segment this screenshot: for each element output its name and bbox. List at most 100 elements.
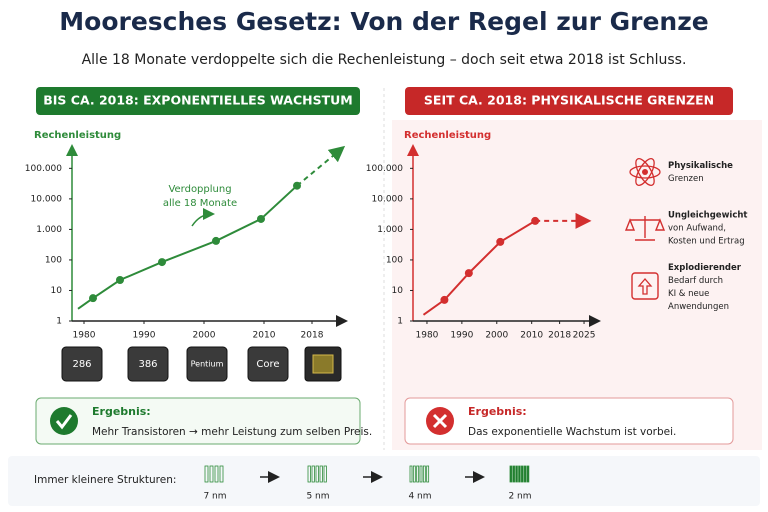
structure-icon (419, 465, 423, 483)
structure-icon (319, 465, 323, 483)
y-axis-label: Rechenleistung (34, 130, 121, 141)
limit-text: Anwendungen (668, 302, 729, 312)
structure-label: 5 nm (306, 492, 329, 502)
data-point (440, 295, 449, 304)
limit-text: Physikalische (668, 161, 733, 171)
structure-icon (307, 465, 311, 483)
chip (127, 346, 169, 382)
structure-label: 2 nm (508, 492, 531, 502)
data-point (89, 294, 97, 303)
structure-label: 4 nm (408, 492, 431, 502)
y-tick-label: 1 (56, 317, 62, 327)
left-header-text: BIS CA. 2018: EXPONENTIELLES WACHSTUM (43, 93, 352, 108)
y-tick-label: 1.000 (377, 225, 403, 235)
structure-icon (409, 465, 413, 483)
right-header-text: SEIT CA. 2018: PHYSIKALISCHE GRENZEN (424, 93, 714, 108)
data-point (257, 214, 265, 223)
data-point (116, 276, 124, 285)
subtitle: Alle 18 Monate verdoppelte sich die Rech… (82, 52, 687, 68)
chip-label: 286 (72, 359, 91, 370)
data-point (212, 236, 220, 245)
limit-text: Bedarf durch (668, 276, 723, 286)
structure-label: 7 nm (203, 492, 226, 502)
limit-text: Kosten und Ertrag (668, 237, 745, 247)
y-tick-label: 10 (392, 286, 404, 296)
structure-icon (518, 465, 521, 483)
y-tick-label: 1 (397, 317, 403, 327)
result-text: Mehr Transistoren → mehr Leistung zum se… (92, 426, 372, 438)
left-header (36, 87, 360, 115)
x-tick-label: 2000 (193, 331, 216, 341)
annotation: alle 18 Monate (163, 198, 237, 209)
right-panel (392, 120, 762, 450)
y-tick-label: 100.000 (366, 164, 403, 174)
y-tick-label: 1.000 (36, 225, 62, 235)
icon (637, 278, 653, 295)
structure-icon (219, 465, 224, 483)
icon (635, 158, 655, 186)
structure-icon (315, 465, 319, 483)
structure-icon (509, 465, 513, 483)
x-tick-label: 1980 (73, 331, 96, 341)
chip-die (312, 354, 334, 374)
result-box (35, 397, 361, 445)
structures-label: Immer kleinere Strukturen: (34, 474, 176, 486)
data-point (464, 269, 473, 278)
chip-label: Core (256, 359, 279, 370)
x-tick-label: 2010 (520, 331, 543, 341)
annotation: Verdopplung (168, 184, 231, 195)
y-tick-label: 100.000 (25, 164, 62, 174)
structure-icon (412, 465, 416, 483)
result-text: Das exponentielle Wachstum ist vorbei. (468, 426, 676, 438)
limit-text: Ungleichgewicht (668, 211, 748, 221)
y-tick-label: 100 (386, 255, 403, 265)
structures-strip (8, 456, 760, 506)
title: Mooresches Gesetz: Von der Regel zur Gre… (59, 7, 708, 36)
x-tick-label: 1990 (450, 331, 473, 341)
limit-text: von Aufwand, (668, 224, 726, 234)
result-heading: Ergebnis: (468, 405, 527, 418)
x-tick-label: 1980 (416, 331, 439, 341)
x-tick-label: 2025 (573, 331, 596, 341)
y-tick-label: 10.000 (31, 194, 63, 204)
structure-icon (416, 465, 420, 483)
structure-icon (422, 465, 426, 483)
structure-icon (426, 465, 430, 483)
icon (631, 272, 659, 300)
structure-icon (523, 465, 527, 483)
x-tick-label: 2010 (253, 331, 276, 341)
structure-icon (515, 465, 518, 483)
data-point (496, 237, 505, 246)
x-tick-label: 2018 (548, 331, 571, 341)
structure-icon (521, 465, 524, 483)
chip (61, 346, 103, 382)
icon (624, 216, 666, 241)
trend-line (296, 145, 346, 187)
limit-text: Grenzen (668, 174, 704, 184)
right-header (405, 87, 733, 115)
limit-text: KI & neue (668, 289, 709, 299)
structure-icon (311, 465, 315, 483)
result-heading: Ergebnis: (92, 405, 151, 418)
limit-text: Explodierender (668, 263, 742, 273)
structure-icon (512, 465, 515, 483)
check-mark (55, 414, 73, 430)
icon (642, 169, 648, 175)
y-axis-label: Rechenleistung (404, 130, 491, 141)
structure-icon (526, 465, 530, 483)
x-mark (432, 413, 448, 429)
y-tick-label: 100 (45, 255, 62, 265)
x-tick-label: 2000 (485, 331, 508, 341)
data-point (158, 258, 166, 267)
structure-icon (209, 465, 214, 483)
result-box (404, 397, 734, 445)
icon (629, 165, 661, 179)
annotation-arrow (191, 208, 215, 227)
icon (635, 158, 655, 186)
chip-label: 386 (138, 359, 157, 370)
check-icon (50, 407, 78, 435)
structure-icon (214, 465, 219, 483)
structure-icon (204, 465, 209, 483)
y-tick-label: 10 (51, 286, 63, 296)
